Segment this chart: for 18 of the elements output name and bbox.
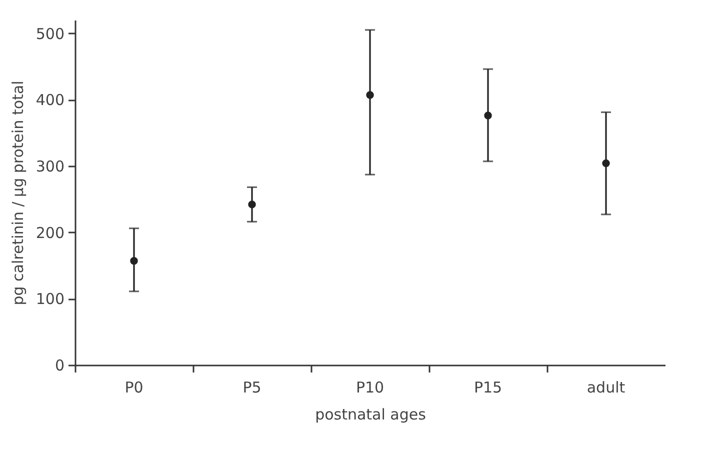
x-tick-label: P15 [474, 378, 502, 396]
x-tick-label: P5 [242, 378, 262, 396]
x-tick-label: P10 [356, 378, 384, 396]
y-tick-label: 0 [54, 356, 64, 374]
x-tick-label: P0 [124, 378, 144, 396]
x-axis-title: postnatal ages [315, 406, 426, 424]
x-tick-label: adult [586, 378, 626, 396]
y-tick-label: 500 [36, 24, 64, 43]
y-axis-title: pg calretinin / µg protein total [8, 80, 27, 306]
point [366, 91, 374, 99]
point [602, 159, 610, 168]
y-tick-label: 100 [36, 290, 64, 308]
point [484, 112, 492, 120]
point [130, 256, 138, 265]
y-tick-label: 200 [36, 224, 64, 242]
point [248, 200, 256, 208]
y-tick-label: 400 [36, 91, 64, 110]
y-tick-label: 300 [36, 157, 64, 176]
